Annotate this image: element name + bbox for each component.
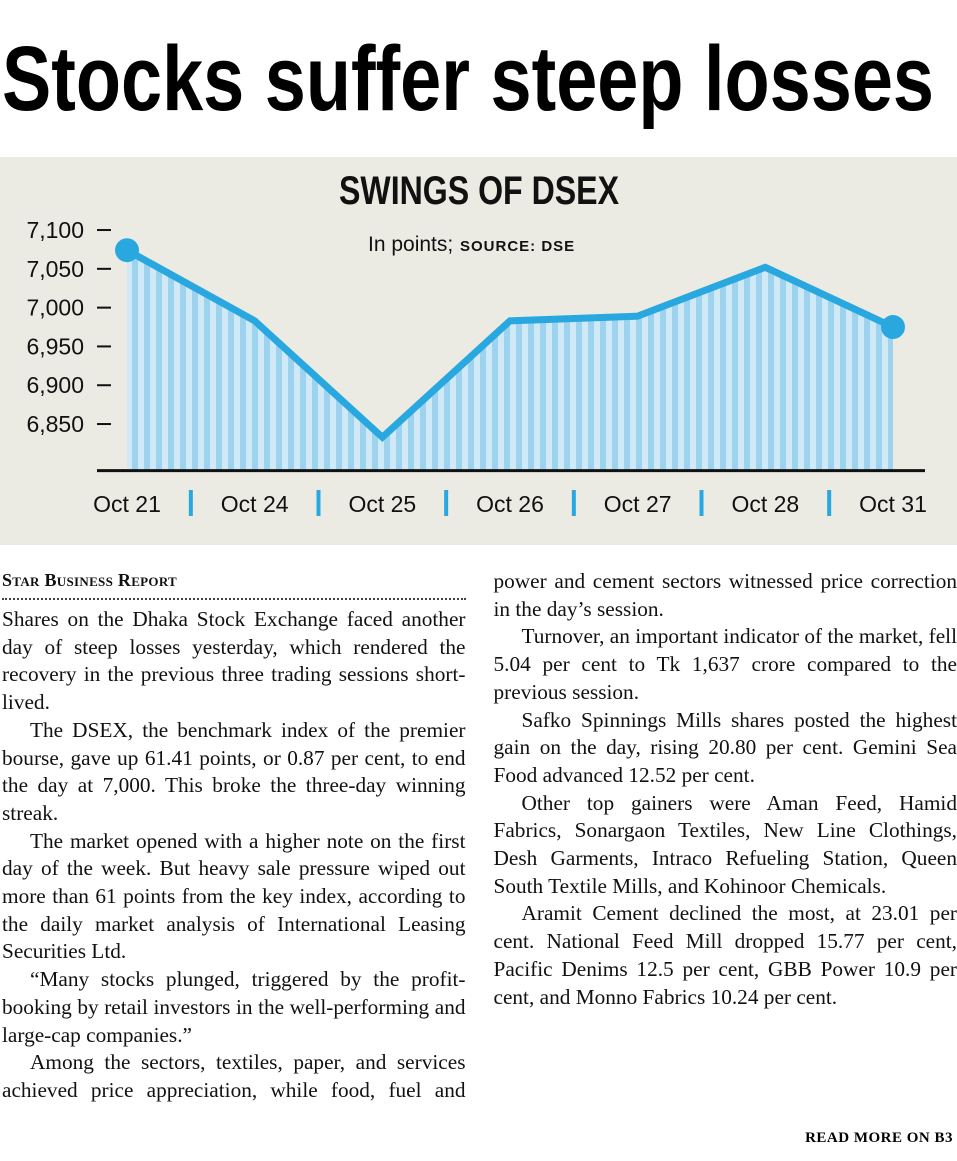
paragraph: Shares on the Dhaka Stock Exchange faced…: [2, 607, 466, 715]
end-marker: [881, 315, 905, 340]
y-tick-label: 6,900: [26, 372, 84, 398]
y-tick-label: 7,050: [26, 256, 84, 282]
article: Star Business Report Shares on the Dhaka…: [2, 568, 957, 1120]
paragraph: Among the sectors, textiles, paper, and …: [2, 569, 957, 1102]
paragraph: Safko Spinnings Mills shares posted the …: [493, 707, 957, 787]
y-tick-label: 7,100: [26, 217, 84, 243]
end-marker: [115, 238, 139, 263]
y-tick-label: 7,000: [26, 295, 84, 321]
paragraph: Aramit Cement declined the most, at 23.0…: [493, 901, 957, 1009]
paragraph: Turnover, an important indicator of the …: [493, 624, 957, 704]
x-tick-label: Oct 28: [731, 491, 799, 517]
x-tick-label: Oct 27: [604, 491, 672, 517]
x-tick-label: Oct 24: [221, 491, 289, 517]
x-separator: [571, 490, 576, 516]
headline-area: Stocks suffer steep losses: [2, 28, 934, 130]
x-separator: [444, 490, 449, 516]
x-tick-label: Oct 25: [348, 491, 416, 517]
chart-source: SOURCE: DSE: [460, 238, 575, 255]
paragraph: Other top gainers were Aman Feed, Hamid …: [493, 790, 957, 898]
chart: SWINGS OF DSEX In points; SOURCE: DSE 6,…: [0, 157, 957, 545]
x-separator: [699, 490, 704, 516]
x-tick-label: Oct 31: [859, 491, 927, 517]
x-separator: [188, 490, 193, 516]
area: [127, 250, 893, 471]
byline: Star Business Report: [2, 568, 466, 600]
y-tick-label: 6,950: [26, 333, 84, 359]
x-separator: [316, 490, 321, 516]
paragraph: The market opened with a higher note on …: [2, 828, 466, 964]
read-more: READ MORE ON B3: [805, 1130, 953, 1146]
chart-subtitle: In points;: [368, 233, 453, 256]
x-tick-label: Oct 26: [476, 491, 544, 517]
line: [125, 247, 895, 442]
x-tick-label: Oct 21: [93, 491, 161, 517]
headline: Stocks suffer steep losses: [2, 28, 934, 130]
x-separator: [827, 490, 832, 516]
chart-title: SWINGS OF DSEX: [339, 169, 619, 213]
plot: 6,850 6,900 6,950 7,000 7,050 7,100 Oct 21 Oct …: [26, 217, 926, 517]
paragraph: “Many stocks plunged, triggered by the p…: [2, 967, 466, 1047]
y-tick-label: 6,850: [26, 411, 84, 437]
paragraph: The DSEX, the benchmark index of the pre…: [2, 717, 466, 825]
